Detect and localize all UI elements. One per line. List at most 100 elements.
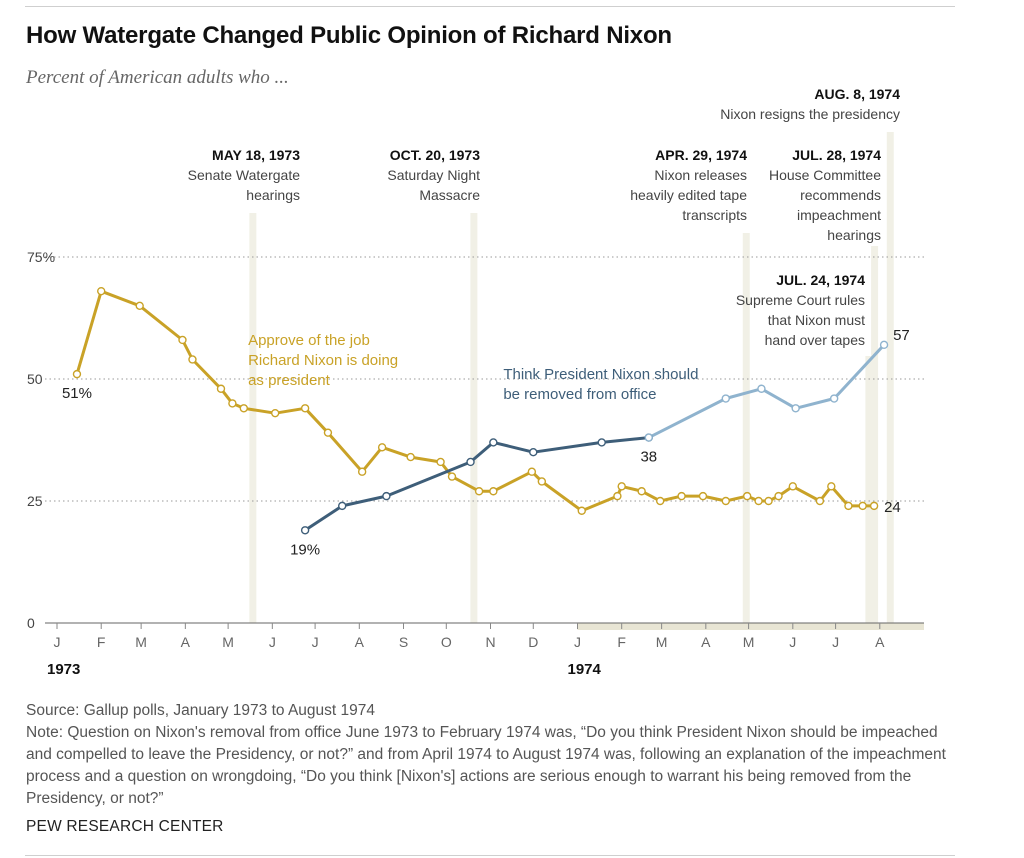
x-tick-label-17: M	[743, 634, 755, 650]
series-label-2-line-1: Think President Nixon should	[503, 366, 698, 383]
remove-seg1-point-2	[337, 501, 347, 511]
approve-point-3	[135, 301, 144, 310]
approve-point-19	[527, 467, 537, 476]
top-rule	[25, 6, 955, 7]
event-date-2: OCT. 20, 1973	[390, 147, 480, 163]
year-label-1974: 1974	[567, 661, 601, 678]
x-tick-label-20: A	[875, 634, 885, 650]
y-tick-label-25: 25	[27, 493, 43, 509]
approve-point-22	[613, 491, 622, 501]
x-tick-label-2: F	[97, 634, 106, 650]
event-desc-1-line-2: hearings	[246, 187, 300, 203]
approve-point-35	[827, 482, 836, 491]
data-label-1: 51%	[62, 385, 92, 402]
chart-subtitle: Percent of American adults who ...	[26, 67, 289, 88]
x-tick-label-16: A	[701, 634, 711, 650]
event-desc-4-line-2: that Nixon must	[768, 312, 865, 328]
event-date-1: MAY 18, 1973	[212, 147, 300, 163]
approve-point-20	[537, 477, 547, 486]
remove-seg1-point-3	[382, 491, 391, 501]
year-label-1973: 1973	[47, 661, 80, 678]
event-desc-4-line-3: hand over tapes	[765, 332, 865, 348]
remove-seg1-point-5	[489, 438, 498, 447]
x-tick-label-9: S	[399, 634, 408, 650]
event-desc-5-line-2: recommends	[800, 187, 881, 203]
approve-point-18	[489, 487, 498, 496]
remove-series-line-2	[647, 343, 886, 440]
event-desc-5-line-1: House Committee	[769, 167, 881, 183]
event-date-3: APR. 29, 1974	[655, 147, 747, 163]
chart-title: How Watergate Changed Public Opinion of …	[26, 22, 672, 49]
x-tick-label-11: N	[485, 634, 495, 650]
approve-point-4	[178, 335, 187, 345]
event-band-1	[249, 213, 257, 623]
event-desc-3-line-3: transcripts	[682, 207, 747, 223]
event-desc-6-line-1: Nixon resigns the presidency	[720, 106, 900, 122]
approve-point-34	[815, 496, 825, 506]
event-desc-2-line-1: Saturday Night	[387, 167, 480, 183]
approve-point-28	[721, 496, 730, 506]
event-band-5	[871, 246, 879, 623]
approve-point-7	[228, 399, 237, 408]
approve-point-38	[869, 501, 879, 511]
approve-point-25	[655, 496, 665, 506]
approve-point-31	[764, 496, 773, 506]
series-label-1-line-3: as president	[248, 372, 331, 389]
remove-seg1-point-6	[529, 448, 538, 457]
approve-point-33	[788, 482, 798, 491]
approve-point-6	[216, 384, 226, 393]
event-desc-5-line-3: impeachment	[797, 207, 881, 223]
event-desc-2-line-2: Massacre	[419, 187, 480, 203]
approve-point-21	[577, 506, 586, 515]
event-desc-4-line-1: Supreme Court rules	[736, 292, 865, 308]
approve-point-16	[447, 472, 457, 481]
y-tick-label-0: 0	[27, 615, 35, 631]
x-tick-label-3: M	[135, 634, 147, 650]
remove-seg2-point-5	[829, 394, 839, 403]
x-tick-label-5: M	[222, 634, 234, 650]
event-band-6	[886, 132, 894, 623]
remove-series-line-1	[303, 436, 651, 532]
x-tick-label-8: A	[355, 634, 365, 650]
x-tick-label-6: J	[269, 634, 276, 650]
approve-point-9	[270, 408, 280, 418]
pew-credit: PEW RESEARCH CENTER	[26, 818, 224, 835]
remove-seg2-point-1	[644, 433, 653, 442]
event-desc-3-line-1: Nixon releases	[654, 167, 747, 183]
data-label-4: 24	[884, 499, 901, 516]
remove-seg2-point-3	[757, 384, 766, 393]
bottom-rule	[25, 855, 955, 856]
approve-point-10	[300, 404, 310, 413]
x-tick-label-15: M	[656, 634, 668, 650]
approve-point-23	[617, 482, 626, 491]
x-tick-label-7: J	[312, 634, 319, 650]
remove-seg2-point-2	[721, 394, 730, 403]
event-band-3	[742, 233, 750, 623]
event-band-4	[865, 356, 873, 623]
approve-point-36	[844, 501, 853, 511]
x-tick-label-1: J	[54, 634, 61, 650]
series-label-1-line-1: Approve of the job	[248, 332, 370, 349]
approve-point-27	[698, 491, 708, 501]
x-tick-label-4: A	[181, 634, 191, 650]
approve-point-15	[436, 457, 445, 467]
approve-point-1	[72, 369, 82, 379]
approve-point-26	[677, 491, 686, 501]
source-text: Source: Gallup polls, January 1973 to Au…	[26, 702, 375, 719]
series-label-2-line-2: be removed from office	[503, 386, 656, 403]
remove-seg1-point-7	[597, 438, 606, 447]
event-desc-5-line-4: hearings	[827, 227, 881, 243]
approve-point-37	[858, 501, 867, 511]
series-label-1-line-2: Richard Nixon is doing	[248, 352, 398, 369]
event-desc-3-line-2: heavily edited tape	[630, 187, 747, 203]
x-tick-label-14: F	[617, 634, 626, 650]
remove-seg1-point-4	[466, 457, 475, 467]
approve-point-2	[97, 286, 106, 296]
approve-point-30	[754, 496, 763, 506]
x-tick-label-19: J	[832, 634, 839, 650]
event-desc-1-line-1: Senate Watergate	[188, 167, 301, 183]
data-label-5: 57	[893, 327, 910, 344]
line-chart: 0 25 50 75% J F M A M J J A S O N D J F M A M J J A 1973 1974 51% 1…	[27, 86, 924, 678]
approve-point-11	[323, 428, 333, 437]
event-band-2	[470, 213, 478, 623]
